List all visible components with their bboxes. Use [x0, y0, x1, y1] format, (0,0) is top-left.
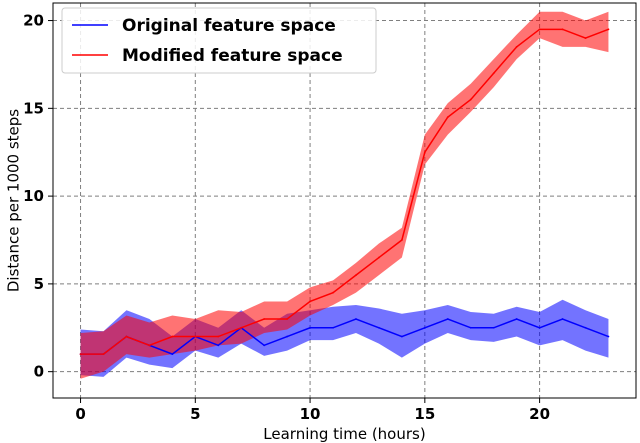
series-point-1	[400, 239, 403, 241]
series-point-1	[194, 335, 197, 338]
series-point-1	[240, 326, 243, 329]
confidence-bands	[80, 11, 609, 379]
series-point-0	[538, 326, 541, 329]
series-point-0	[607, 335, 610, 338]
series-point-1	[309, 300, 311, 303]
x-tick-label: 20	[529, 405, 550, 423]
series-point-1	[584, 37, 587, 40]
series-point-1	[148, 344, 151, 347]
series-band-0	[80, 299, 609, 377]
y-axis-label: Distance per 1000 steps	[5, 109, 23, 292]
series-point-1	[607, 28, 610, 31]
series-point-1	[125, 335, 128, 338]
series-point-0	[217, 344, 220, 347]
series-point-1	[355, 274, 357, 277]
x-axis-label: Learning time (hours)	[263, 425, 425, 443]
y-tick-label: 20	[23, 12, 44, 30]
series-point-0	[423, 326, 426, 329]
legend-label: Original feature space	[122, 16, 336, 36]
legend-label: Modified feature space	[122, 46, 343, 66]
series-point-1	[423, 151, 426, 154]
x-tick-label: 5	[190, 405, 200, 423]
axis-ticks: 0 5 10 15 20 0 5 10 15 20	[23, 12, 550, 423]
series-band-1	[80, 11, 609, 379]
series-lines	[79, 28, 610, 356]
series-point-1	[378, 256, 380, 259]
series-point-0	[355, 318, 357, 320]
series-point-1	[171, 335, 174, 338]
series-point-0	[400, 335, 403, 338]
series-point-1	[286, 318, 289, 320]
series-point-0	[515, 318, 518, 320]
x-tick-label: 0	[75, 405, 85, 423]
series-line-0	[80, 318, 609, 355]
x-tick-label: 15	[414, 405, 435, 423]
series-point-1	[561, 28, 564, 31]
series-point-1	[538, 28, 541, 31]
series-point-1	[263, 318, 266, 320]
series-point-1	[332, 291, 334, 294]
legend-box	[61, 7, 377, 74]
x-tick-label: 10	[300, 405, 321, 423]
series-point-1	[79, 353, 82, 356]
series-line-1	[80, 28, 609, 355]
y-tick-label: 0	[34, 363, 44, 381]
y-tick-label: 10	[23, 187, 44, 205]
series-point-0	[584, 326, 587, 329]
series-point-1	[217, 335, 220, 338]
series-point-0	[378, 326, 380, 329]
series-point-0	[309, 326, 311, 329]
series-point-1	[492, 72, 495, 75]
series-point-1	[515, 45, 518, 48]
y-tick-label: 5	[34, 275, 44, 293]
series-point-1	[102, 353, 105, 356]
series-point-1	[469, 98, 472, 101]
y-tick-label: 15	[23, 99, 44, 117]
series-point-1	[446, 116, 449, 119]
series-point-0	[492, 326, 495, 329]
legend: Original feature space Modified feature s…	[61, 7, 377, 74]
series-point-0	[332, 326, 334, 329]
series-point-0	[561, 318, 564, 320]
series-point-0	[171, 353, 174, 356]
series-point-0	[469, 326, 472, 329]
series-point-0	[446, 318, 449, 320]
plot-frame	[52, 2, 637, 399]
series-point-0	[263, 344, 266, 347]
series-point-0	[286, 335, 289, 338]
